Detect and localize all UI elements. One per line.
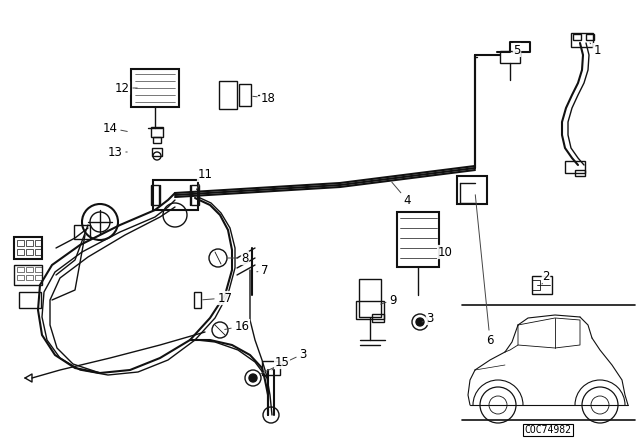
Text: 2: 2 <box>542 270 550 284</box>
Bar <box>35 276 42 280</box>
Text: 14: 14 <box>102 121 127 134</box>
Bar <box>532 276 552 294</box>
Text: 12: 12 <box>115 82 137 95</box>
Text: 16: 16 <box>225 319 250 332</box>
Text: 13: 13 <box>108 146 127 159</box>
Bar <box>14 265 42 285</box>
Bar <box>191 185 199 205</box>
Text: 17: 17 <box>203 292 232 305</box>
Text: 9: 9 <box>381 293 397 306</box>
Circle shape <box>416 318 424 326</box>
Circle shape <box>249 374 257 382</box>
Bar <box>571 33 593 47</box>
Text: 3: 3 <box>260 348 307 374</box>
Text: 18: 18 <box>253 91 275 104</box>
Text: 3: 3 <box>422 311 434 324</box>
Bar <box>193 292 200 308</box>
Bar <box>573 34 581 40</box>
Bar <box>151 127 163 137</box>
Bar <box>151 185 159 205</box>
Text: COC74982: COC74982 <box>525 425 572 435</box>
Bar <box>26 240 33 246</box>
Text: 8: 8 <box>228 251 249 264</box>
Text: 4: 4 <box>392 182 411 207</box>
Bar <box>74 225 90 239</box>
Bar <box>17 249 24 255</box>
Text: 10: 10 <box>438 246 452 258</box>
Bar <box>17 240 24 246</box>
Text: 1: 1 <box>590 43 601 56</box>
Bar <box>356 301 384 319</box>
Bar <box>239 84 251 106</box>
Bar <box>17 267 24 272</box>
Bar <box>35 249 42 255</box>
Bar <box>35 267 42 272</box>
Bar <box>372 314 384 322</box>
Bar <box>532 280 540 290</box>
Bar <box>17 276 24 280</box>
Bar <box>262 361 280 375</box>
Text: 6: 6 <box>476 195 493 346</box>
Text: 5: 5 <box>513 43 521 56</box>
Bar <box>500 51 520 63</box>
Bar <box>131 69 179 107</box>
Bar <box>14 237 42 259</box>
Bar <box>152 148 162 156</box>
Text: 15: 15 <box>272 356 289 370</box>
Bar <box>153 137 161 143</box>
Bar <box>586 34 594 40</box>
Bar <box>397 212 439 267</box>
Bar <box>19 292 41 308</box>
Bar <box>26 276 33 280</box>
Bar <box>35 240 42 246</box>
Text: 7: 7 <box>257 264 269 277</box>
Bar <box>457 176 487 204</box>
Bar <box>219 81 237 109</box>
Bar <box>152 180 198 210</box>
Bar <box>26 267 33 272</box>
Bar <box>575 170 585 176</box>
Bar <box>359 279 381 317</box>
Bar <box>565 161 585 173</box>
Text: 11: 11 <box>196 168 212 190</box>
Bar <box>26 249 33 255</box>
